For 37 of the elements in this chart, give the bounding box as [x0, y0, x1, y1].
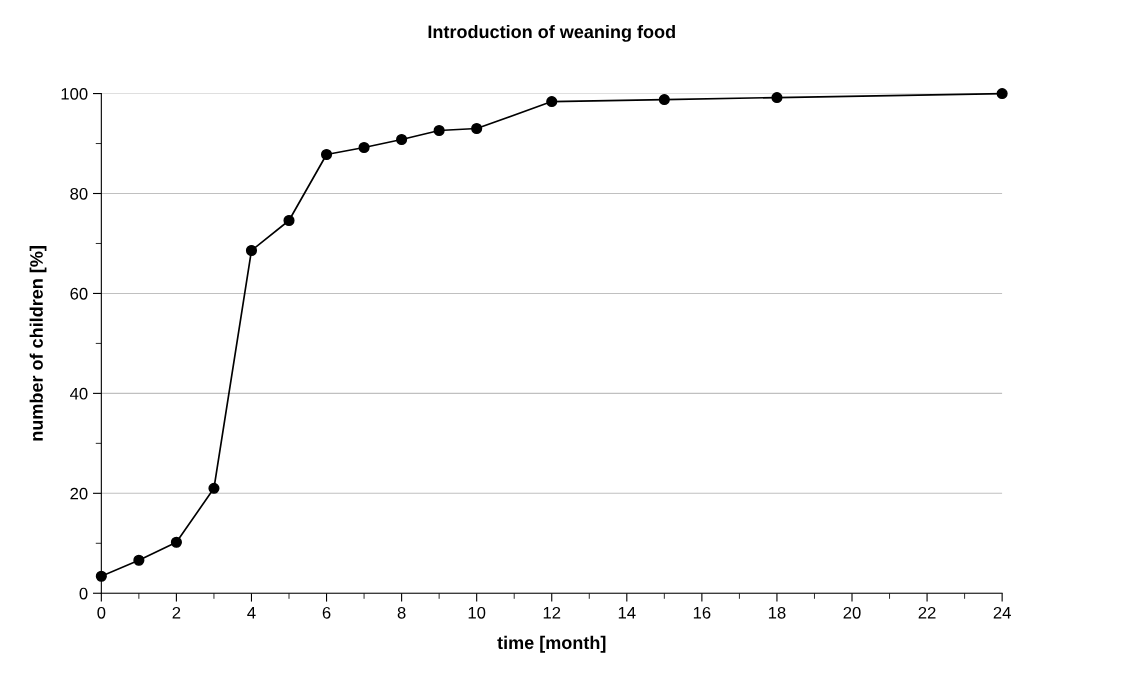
x-tick-label: 20: [843, 606, 861, 619]
x-tick-label: 2: [172, 606, 181, 619]
point: [433, 124, 445, 137]
x-tick-label: 18: [768, 606, 786, 619]
y-tick-label: 80: [70, 187, 88, 200]
point: [283, 214, 295, 227]
chart-title: Introduction of weaning food: [428, 24, 675, 42]
y-tick-label: 60: [70, 287, 88, 300]
x-tick-label: 24: [993, 606, 1011, 619]
point: [471, 122, 483, 135]
point: [320, 148, 333, 161]
x-tick-label: 0: [97, 606, 106, 619]
x-tick-label: 22: [918, 606, 936, 619]
y-tick-label: 100: [61, 87, 88, 100]
y-tick-label: 20: [70, 487, 88, 500]
point: [95, 570, 107, 582]
x-tick-label: 6: [322, 606, 331, 619]
point: [396, 133, 408, 146]
x-tick-label: 12: [543, 606, 561, 619]
x-tick-label: 16: [693, 606, 711, 619]
x-axis-title: time [month]: [497, 635, 606, 653]
y-tick-label: 40: [69, 387, 88, 400]
point: [133, 554, 145, 566]
x-tick-label: 8: [397, 606, 406, 619]
y-tick-label: 0: [79, 587, 88, 600]
x-tick-label: 10: [468, 606, 486, 619]
point: [170, 536, 182, 548]
y-axis-title: number of children [%]: [29, 246, 47, 441]
point: [658, 94, 670, 106]
point: [546, 96, 558, 108]
point: [245, 244, 258, 257]
point: [208, 482, 220, 494]
x-tick-label: 4: [247, 607, 256, 619]
point: [996, 88, 1008, 100]
point: [771, 92, 783, 104]
x-tick-label: 14: [618, 607, 636, 619]
point: [358, 141, 370, 154]
